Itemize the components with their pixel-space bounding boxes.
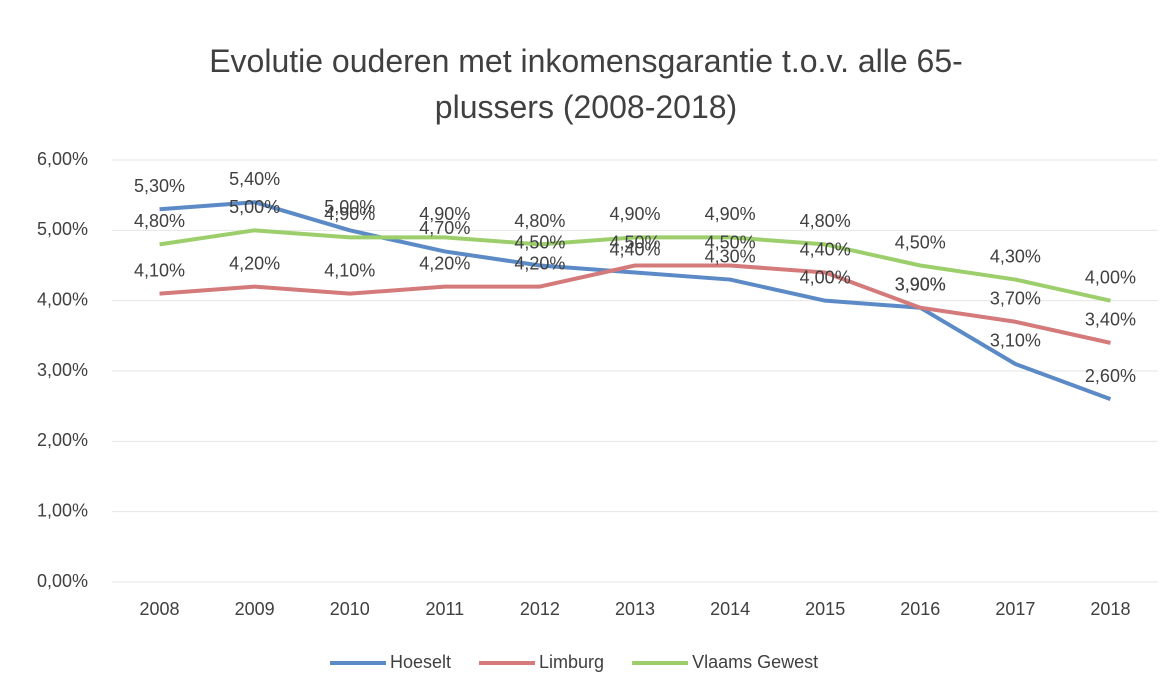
- data-label: 4,40%: [800, 239, 851, 259]
- x-tick-label: 2011: [425, 599, 464, 619]
- line-series: [159, 228, 1111, 303]
- data-label: 4,90%: [324, 204, 375, 224]
- legend-label: Hoeselt: [390, 652, 451, 672]
- x-tick-label: 2010: [330, 599, 370, 619]
- x-tick-label: 2014: [710, 599, 750, 619]
- data-label: 4,30%: [990, 246, 1041, 266]
- data-label: 3,10%: [990, 331, 1041, 351]
- data-label: 3,90%: [895, 274, 946, 294]
- x-tick-label: 2017: [995, 599, 1035, 619]
- data-label: 4,20%: [419, 253, 470, 273]
- data-label: 5,00%: [324, 197, 375, 217]
- data-label: 4,00%: [800, 267, 851, 287]
- x-tick-label: 2015: [805, 599, 845, 619]
- y-tick-label: 0,00%: [37, 571, 88, 591]
- y-tick-label: 2,00%: [37, 430, 88, 450]
- data-label: 4,80%: [800, 211, 851, 231]
- data-label: 4,90%: [609, 204, 660, 224]
- line-series: [159, 200, 1112, 402]
- line-series: [159, 263, 1111, 345]
- legend-label: Vlaams Gewest: [692, 652, 818, 672]
- legend-label: Limburg: [539, 652, 604, 672]
- data-label: 4,90%: [705, 204, 756, 224]
- data-label: 4,50%: [895, 232, 946, 252]
- data-label: 4,50%: [705, 232, 756, 252]
- data-label: 3,40%: [1085, 310, 1136, 330]
- data-label: 4,80%: [134, 211, 185, 231]
- y-tick-label: 3,00%: [37, 360, 88, 380]
- chart-title: Evolutie ouderen met inkomensgarantie t.…: [209, 43, 963, 125]
- data-label: 4,00%: [1085, 267, 1136, 287]
- y-tick-label: 5,00%: [37, 219, 88, 239]
- y-tick-label: 4,00%: [37, 289, 88, 309]
- data-label: 4,40%: [609, 239, 660, 259]
- data-label: 4,70%: [419, 218, 470, 238]
- x-tick-label: 2009: [235, 599, 275, 619]
- data-label: 4,50%: [514, 232, 565, 252]
- data-label: 3,70%: [990, 289, 1041, 309]
- data-label: 5,30%: [134, 176, 185, 196]
- data-label: 4,20%: [514, 253, 565, 273]
- data-label: 3,90%: [895, 274, 946, 294]
- data-label: 2,60%: [1085, 366, 1136, 386]
- data-label: 4,50%: [609, 232, 660, 252]
- data-label: 4,30%: [705, 246, 756, 266]
- x-tick-label: 2018: [1090, 599, 1130, 619]
- data-label: 4,10%: [134, 260, 185, 280]
- x-tick-label: 2013: [615, 599, 655, 619]
- data-label: 4,20%: [229, 253, 280, 273]
- data-label: 4,80%: [514, 211, 565, 231]
- x-tick-label: 2016: [900, 599, 940, 619]
- x-tick-label: 2012: [520, 599, 560, 619]
- data-label: 5,40%: [229, 169, 280, 189]
- y-tick-label: 1,00%: [37, 500, 88, 520]
- y-tick-label: 6,00%: [37, 149, 88, 169]
- x-tick-label: 2008: [140, 599, 180, 619]
- data-label: 5,00%: [229, 197, 280, 217]
- data-label: 4,90%: [419, 204, 470, 224]
- data-label: 4,10%: [324, 260, 375, 280]
